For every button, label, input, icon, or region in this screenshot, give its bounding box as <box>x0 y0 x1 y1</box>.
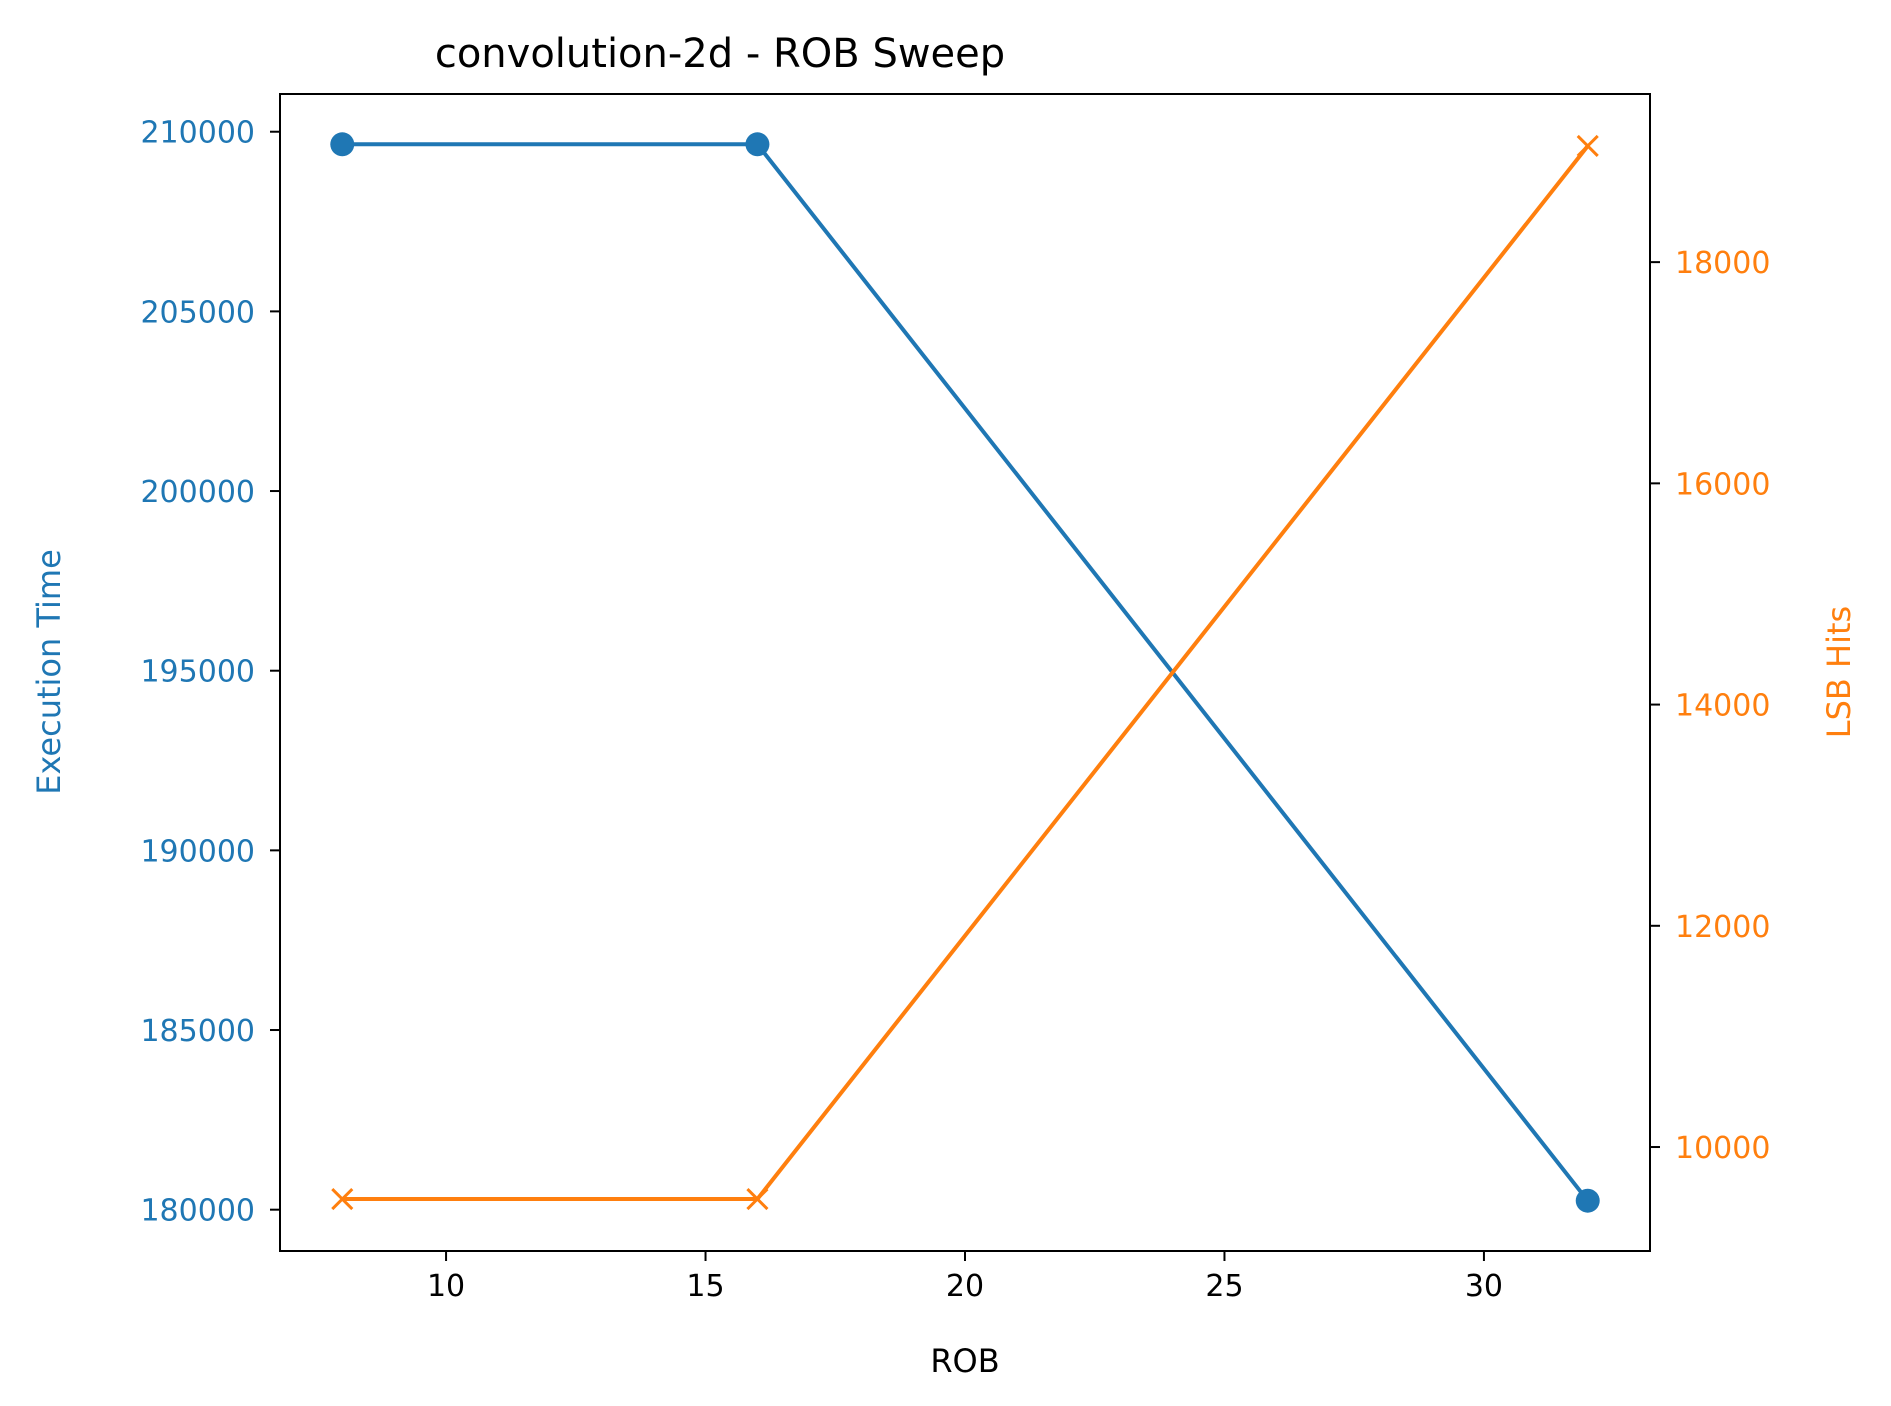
y-right-tick-label-1: 12000 <box>1675 910 1770 945</box>
y-left-tick-label-0: 180000 <box>140 1194 255 1229</box>
x-tick-label-4: 30 <box>1465 1269 1503 1304</box>
y-left-tick-label-6: 210000 <box>140 116 255 151</box>
y-right-tick-label-3: 16000 <box>1675 467 1770 502</box>
y-right-tick-label-4: 18000 <box>1675 246 1770 281</box>
plot-frame <box>279 93 1651 1252</box>
series-0-point-0 <box>330 132 355 157</box>
y-axis-left-label: Execution Time <box>30 549 68 795</box>
y-left-tick-label-2: 190000 <box>140 834 255 869</box>
x-tick-label-2: 20 <box>946 1269 984 1304</box>
x-tick-label-1: 15 <box>686 1269 724 1304</box>
series-0-point-2 <box>1575 1188 1600 1213</box>
y-axis-right-label: LSB Hits <box>1820 606 1858 738</box>
y-right-tick-label-2: 14000 <box>1675 689 1770 724</box>
x-tick-label-0: 10 <box>427 1269 465 1304</box>
y-right-tick-label-0: 10000 <box>1675 1131 1770 1166</box>
y-left-tick-label-4: 200000 <box>140 475 255 510</box>
y-left-tick-label-1: 185000 <box>140 1014 255 1049</box>
series-1-point-1 <box>746 1187 769 1211</box>
series-1-point-0 <box>331 1187 354 1211</box>
y-left-tick-label-5: 205000 <box>140 295 255 330</box>
series-0-point-1 <box>745 132 770 157</box>
series-1-point-2 <box>1576 134 1599 158</box>
y-left-tick-label-3: 195000 <box>140 655 255 690</box>
x-axis-label: ROB <box>930 1342 999 1380</box>
chart-title: convolution-2d - ROB Sweep <box>435 31 1005 77</box>
x-tick-label-3: 25 <box>1205 1269 1243 1304</box>
